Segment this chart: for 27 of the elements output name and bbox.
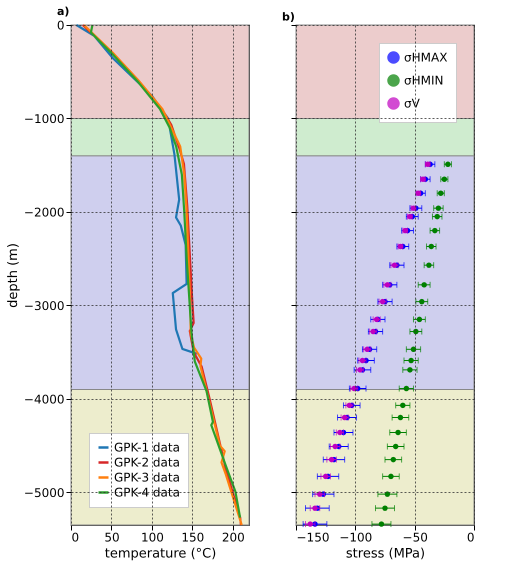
y-axis-title: depth (m) <box>6 243 21 308</box>
legend-label: σHMAX <box>404 50 448 64</box>
legend-label: GPK-2 data <box>114 456 180 470</box>
y-tick-label: −3000 <box>24 298 64 313</box>
x-tick-label: 0 <box>466 530 474 544</box>
y-tick-label: −1000 <box>24 112 64 126</box>
legend-label: GPK-4 data <box>114 486 180 500</box>
chart-title: b) <box>282 10 295 24</box>
y-tick-label: 0 <box>56 18 64 32</box>
y-tick-label: −4000 <box>24 392 64 406</box>
x-tick-label: −150 <box>296 530 330 544</box>
y-tick-label: −2000 <box>24 205 64 220</box>
x-tick-label: 50 <box>104 530 120 544</box>
y-tick-label: −5000 <box>24 486 64 500</box>
legend-label: GPK-1 data <box>114 440 180 454</box>
legend-label: σV <box>404 96 421 110</box>
x-axis-title: stress (MPa) <box>346 546 426 562</box>
x-tick-label: 200 <box>222 530 245 544</box>
x-tick-label: −50 <box>402 530 428 544</box>
x-tick-label: −100 <box>339 530 372 544</box>
legend-label: GPK-3 data <box>114 470 180 484</box>
x-tick-label: 150 <box>181 530 204 544</box>
x-axis-title: temperature (°C) <box>104 546 216 562</box>
x-tick-label: 0 <box>72 530 80 544</box>
x-tick-label: 100 <box>140 530 164 544</box>
chart-title: a) <box>57 5 70 18</box>
legend-label: σHMIN <box>404 74 444 88</box>
